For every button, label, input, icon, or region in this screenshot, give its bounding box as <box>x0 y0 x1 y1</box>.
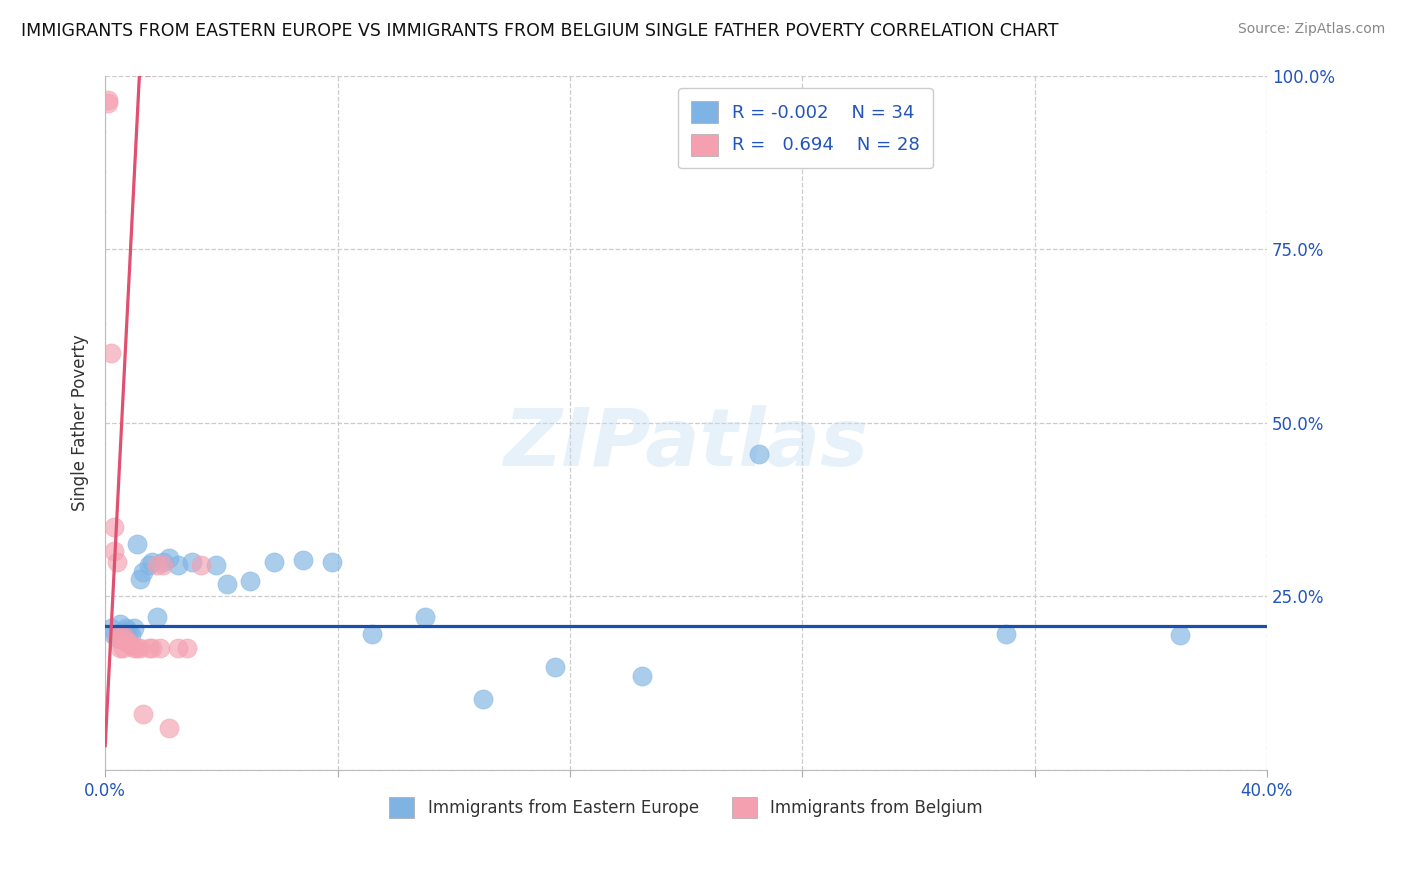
Point <box>413 610 436 624</box>
Point <box>114 621 136 635</box>
Point <box>111 627 134 641</box>
Point <box>544 660 567 674</box>
Point <box>120 627 142 641</box>
Point <box>204 558 226 573</box>
Point <box>120 638 142 652</box>
Point <box>114 634 136 648</box>
Y-axis label: Single Father Poverty: Single Father Poverty <box>72 334 89 511</box>
Point <box>141 641 163 656</box>
Point <box>631 669 654 683</box>
Point <box>127 537 149 551</box>
Point <box>122 641 145 656</box>
Point <box>105 631 128 645</box>
Point <box>152 555 174 569</box>
Legend: Immigrants from Eastern Europe, Immigrants from Belgium: Immigrants from Eastern Europe, Immigran… <box>382 790 990 824</box>
Point <box>190 558 212 573</box>
Point <box>114 634 136 648</box>
Point <box>108 617 131 632</box>
Point <box>146 558 169 573</box>
Point <box>105 555 128 569</box>
Point <box>166 641 188 656</box>
Point <box>149 641 172 656</box>
Point <box>132 565 155 579</box>
Point <box>181 555 204 569</box>
Point <box>1168 627 1191 641</box>
Point <box>994 627 1017 641</box>
Point <box>117 634 139 648</box>
Text: ZIPatlas: ZIPatlas <box>503 405 869 483</box>
Point <box>122 621 145 635</box>
Point <box>152 558 174 573</box>
Point <box>141 555 163 569</box>
Point <box>111 624 134 639</box>
Point <box>176 641 198 656</box>
Text: IMMIGRANTS FROM EASTERN EUROPE VS IMMIGRANTS FROM BELGIUM SINGLE FATHER POVERTY : IMMIGRANTS FROM EASTERN EUROPE VS IMMIGR… <box>21 22 1059 40</box>
Point <box>217 577 239 591</box>
Point <box>471 692 494 706</box>
Point <box>157 722 180 736</box>
Point <box>321 555 343 569</box>
Point <box>111 641 134 656</box>
Point <box>97 96 120 111</box>
Point <box>138 558 160 573</box>
Point <box>138 641 160 656</box>
Point <box>103 520 125 534</box>
Point <box>748 447 770 461</box>
Point <box>103 544 125 558</box>
Point <box>291 553 314 567</box>
Point <box>105 631 128 645</box>
Point <box>239 574 262 588</box>
Point <box>108 641 131 656</box>
Point <box>263 555 285 569</box>
Point <box>166 558 188 573</box>
Point <box>100 346 122 360</box>
Point <box>111 627 134 641</box>
Point <box>361 627 384 641</box>
Point <box>117 624 139 639</box>
Point <box>97 93 120 107</box>
Point <box>129 641 152 656</box>
Point <box>132 707 155 722</box>
Point <box>108 627 131 641</box>
Point <box>146 610 169 624</box>
Point <box>157 551 180 566</box>
Point <box>100 621 122 635</box>
Point <box>103 627 125 641</box>
Point <box>127 641 149 656</box>
Point <box>129 572 152 586</box>
Text: Source: ZipAtlas.com: Source: ZipAtlas.com <box>1237 22 1385 37</box>
